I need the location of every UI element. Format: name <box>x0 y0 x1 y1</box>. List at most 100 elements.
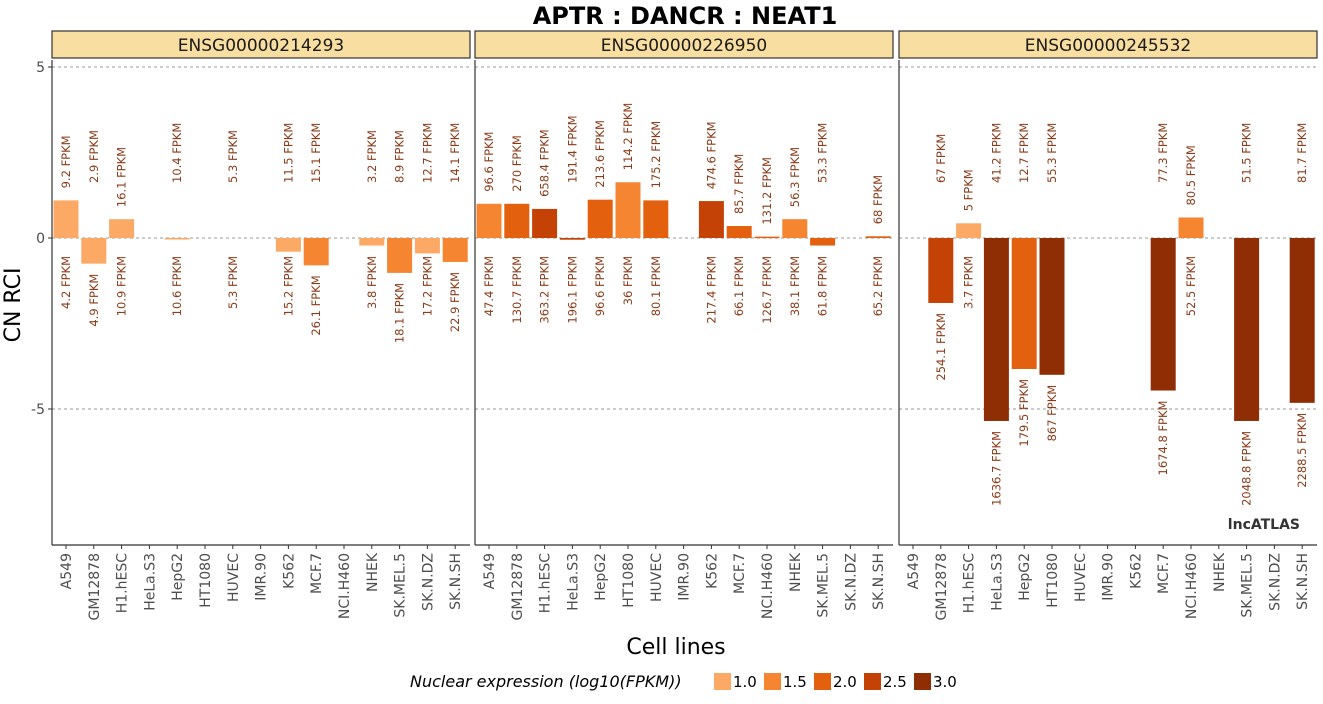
x-tick-label: SK.N.SH <box>1295 553 1311 610</box>
cyto-fpkm-label: 16.1 FPKM <box>115 147 129 207</box>
nuc-fpkm-label: 254.1 FPKM <box>934 313 948 381</box>
bar <box>532 208 558 238</box>
cyto-fpkm-label: 67 FPKM <box>934 134 948 183</box>
x-tick-label: HT1080 <box>198 553 214 608</box>
cyto-fpkm-label: 85.7 FPKM <box>732 154 746 214</box>
x-tick-label: MCF.7 <box>309 553 325 594</box>
panel-1: ENSG00000226950 A549 96.6 FPKM 47.4 FPKM GM1… <box>474 30 894 620</box>
bar <box>698 201 724 238</box>
y-tick-label-0: 5 <box>36 60 45 76</box>
nuc-fpkm-label: 80.1 FPKM <box>649 256 663 316</box>
nuc-fpkm-label: 2288.5 FPKM <box>1295 413 1309 488</box>
cyto-fpkm-label: 131.2 FPKM <box>760 157 774 225</box>
nuc-fpkm-label: 126.7 FPKM <box>760 256 774 324</box>
nuc-fpkm-label: 10.6 FPKM <box>170 256 184 316</box>
y-axis-title: CN RCI <box>1 268 26 343</box>
nuc-fpkm-label: 61.8 FPKM <box>816 256 830 316</box>
bar <box>782 219 808 238</box>
panel-strip-label-0: ENSG00000214293 <box>178 36 344 56</box>
x-tick-label: NHEK <box>1212 552 1228 592</box>
x-tick-label: NCI.H460 <box>337 553 353 619</box>
bar <box>810 238 836 246</box>
y-tick-label-2: -5 <box>31 402 45 418</box>
x-tick-label: A549 <box>906 553 922 589</box>
cyto-fpkm-label: 55.3 FPKM <box>1045 123 1059 183</box>
x-tick-label: GM12878 <box>87 553 103 620</box>
cyto-fpkm-label: 9.2 FPKM <box>59 135 73 188</box>
cyto-fpkm-label: 80.5 FPKM <box>1184 145 1198 205</box>
nuc-fpkm-label: 1674.8 FPKM <box>1156 401 1170 476</box>
chart-title: APTR : DANCR : NEAT1 <box>533 2 838 30</box>
bar <box>754 236 780 239</box>
cyto-fpkm-label: 5 FPKM <box>962 169 976 211</box>
nuc-fpkm-label: 36 FPKM <box>621 256 635 305</box>
cyto-fpkm-label: 68 FPKM <box>871 175 885 224</box>
nuc-fpkm-label: 15.2 FPKM <box>281 256 295 316</box>
x-tick-label: NCI.H460 <box>1184 553 1200 619</box>
nuc-fpkm-label: 3.8 FPKM <box>365 256 379 309</box>
x-tick-label: IMR.90 <box>1101 553 1117 601</box>
bar <box>164 238 190 240</box>
nuc-fpkm-label: 196.1 FPKM <box>565 256 579 324</box>
bar <box>1234 238 1260 421</box>
cyto-fpkm-label: 2.9 FPKM <box>87 130 101 183</box>
cyto-fpkm-label: 81.7 FPKM <box>1295 123 1309 183</box>
bar <box>275 238 301 252</box>
legend-swatch-1 <box>764 673 781 690</box>
nuc-fpkm-label: 130.7 FPKM <box>510 256 524 324</box>
cyto-fpkm-label: 11.5 FPKM <box>281 123 295 183</box>
legend-label-1: 1.5 <box>783 673 807 691</box>
x-tick-label: HUVEC <box>649 553 665 602</box>
x-tick-label: HUVEC <box>226 553 242 602</box>
x-tick-label: HepG2 <box>170 553 186 601</box>
nuc-fpkm-label: 363.2 FPKM <box>538 256 552 324</box>
x-tick-label: A549 <box>59 553 75 589</box>
bar <box>504 203 530 238</box>
nuc-fpkm-label: 22.9 FPKM <box>448 272 462 332</box>
x-tick-label: K562 <box>1128 553 1144 589</box>
x-tick-label: SK.N.DZ <box>843 553 859 611</box>
nuc-fpkm-label: 867 FPKM <box>1045 385 1059 442</box>
bar <box>726 226 752 238</box>
cyto-fpkm-label: 213.6 FPKM <box>593 120 607 188</box>
bar <box>1178 217 1204 238</box>
panel-strip-0 <box>51 30 471 59</box>
legend-label-4: 3.0 <box>933 673 957 691</box>
nuc-fpkm-label: 18.1 FPKM <box>393 283 407 343</box>
bar <box>442 238 468 262</box>
nuc-fpkm-label: 38.1 FPKM <box>788 256 802 316</box>
panel-strip-1 <box>474 30 894 59</box>
bar <box>1289 238 1315 403</box>
x-tick-label: HeLa.S3 <box>142 553 158 611</box>
bar <box>414 238 440 254</box>
x-tick-label: NHEK <box>365 552 381 592</box>
cyto-fpkm-label: 12.7 FPKM <box>1017 123 1031 183</box>
cyto-fpkm-label: 14.1 FPKM <box>448 123 462 183</box>
x-tick-label: MCF.7 <box>1156 553 1172 594</box>
cyto-fpkm-label: 51.5 FPKM <box>1240 123 1254 183</box>
cyto-fpkm-label: 270 FPKM <box>510 135 524 192</box>
x-tick-label: SK.MEL.5 <box>393 553 409 618</box>
legend: Nuclear expression (log10(FPKM)) 1.0 1.5 2… <box>410 672 957 691</box>
x-tick-label: K562 <box>281 553 297 589</box>
watermark-lncatlas: lncATLAS <box>1228 517 1300 533</box>
nuc-fpkm-label: 179.5 FPKM <box>1017 379 1031 447</box>
cyto-fpkm-label: 10.4 FPKM <box>170 123 184 183</box>
x-tick-label: HeLa.S3 <box>989 553 1005 611</box>
bar <box>587 199 613 238</box>
x-tick-label: K562 <box>704 553 720 589</box>
cyto-fpkm-label: 56.3 FPKM <box>788 147 802 207</box>
legend-label-2: 2.0 <box>833 673 857 691</box>
panels-layer: 5 0 -5 ENSG00000214293 A549 9.2 FPKM 4.2 FPKM G… <box>31 30 1318 620</box>
nuc-fpkm-label: 2048.8 FPKM <box>1240 431 1254 506</box>
panel-strip-label-1: ENSG00000226950 <box>601 36 767 56</box>
x-tick-label: NCI.H460 <box>760 553 776 619</box>
cyto-fpkm-label: 191.4 FPKM <box>565 115 579 183</box>
nuc-fpkm-label: 66.1 FPKM <box>732 256 746 316</box>
cyto-fpkm-label: 3.2 FPKM <box>365 130 379 183</box>
bar <box>109 219 135 238</box>
x-tick-label: SK.N.SH <box>448 553 464 610</box>
x-tick-label: HepG2 <box>593 553 609 601</box>
